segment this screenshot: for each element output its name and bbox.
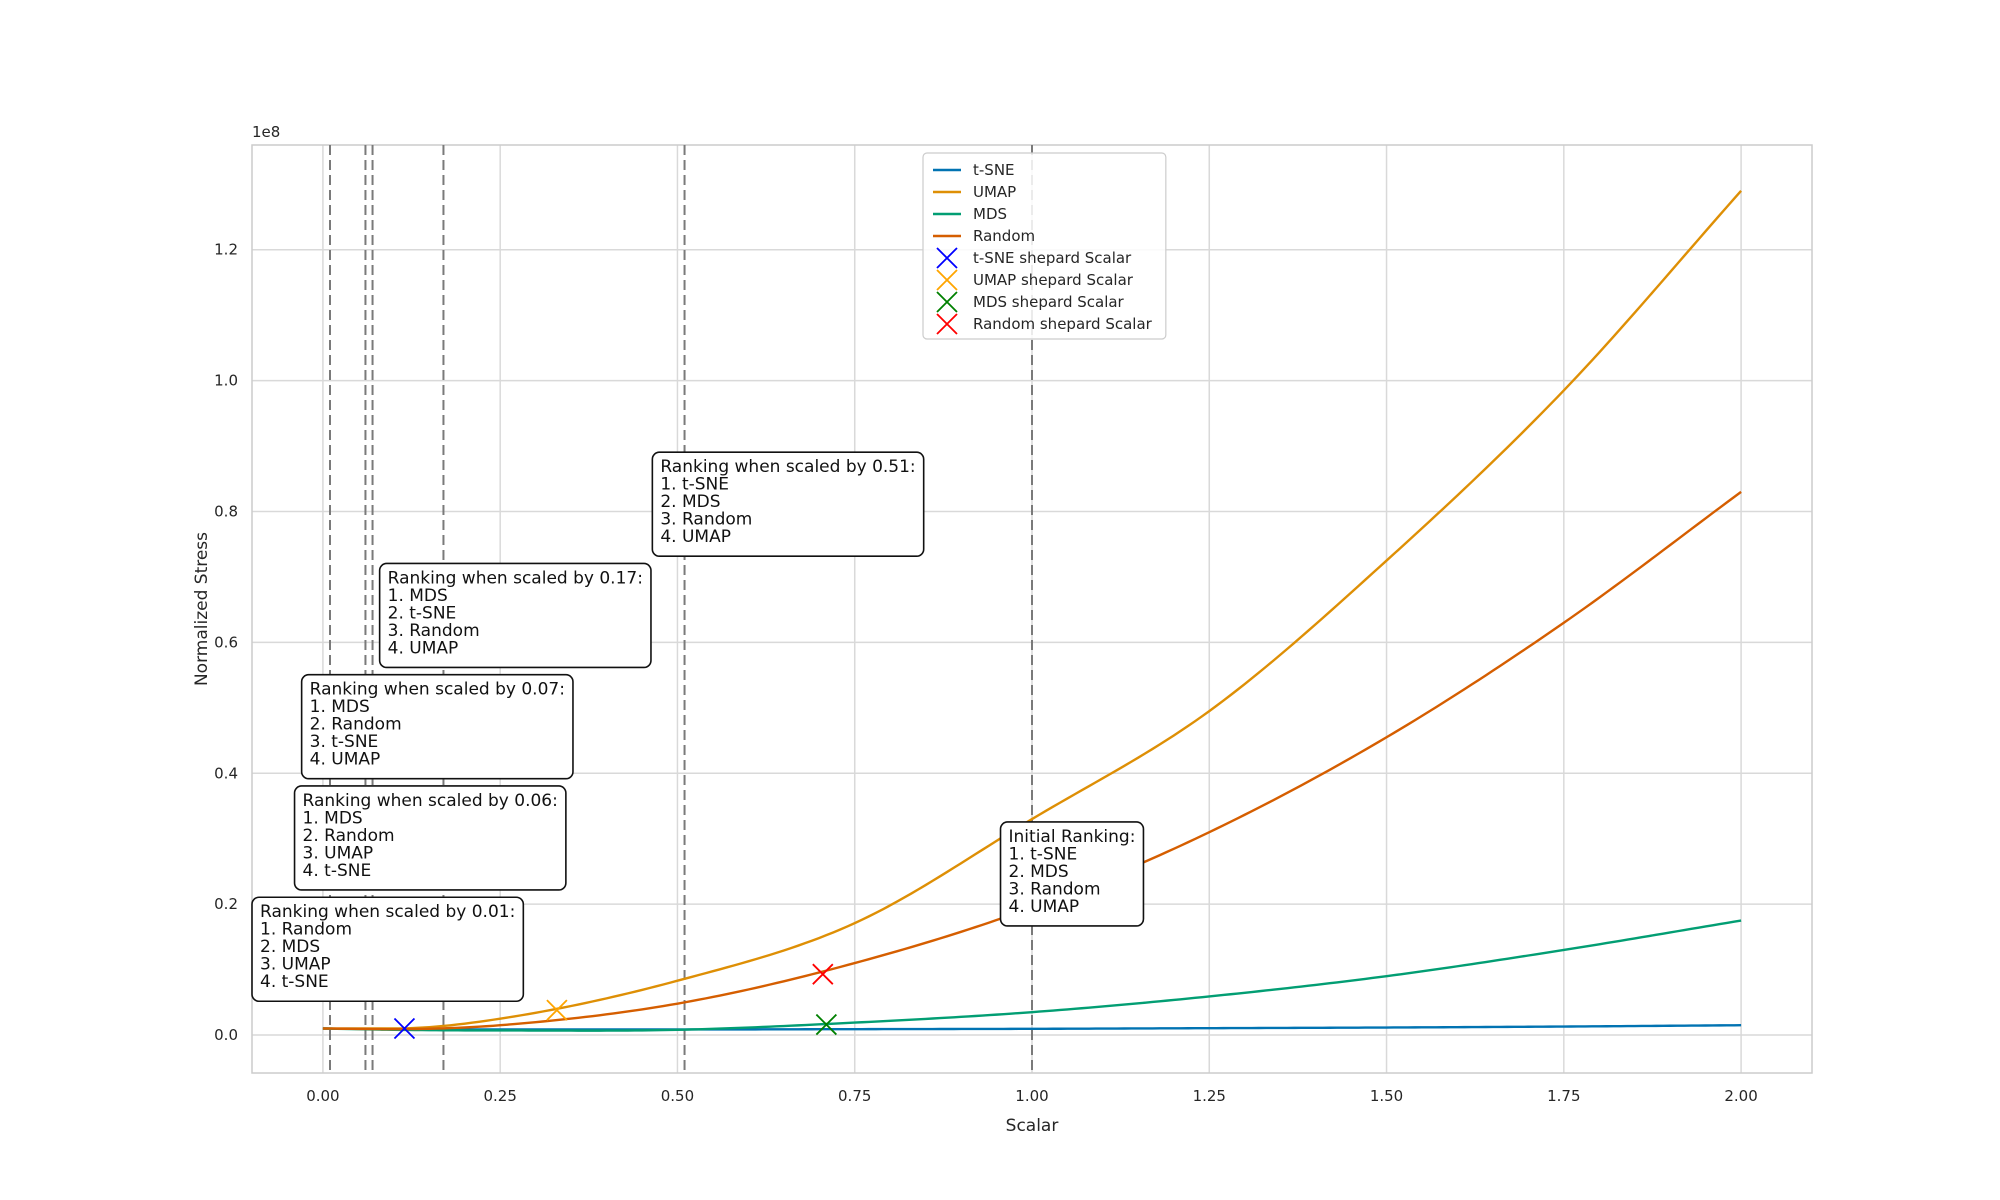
y-tick-label: 0.0: [214, 1026, 238, 1044]
legend-label: MDS shepard Scalar: [973, 293, 1125, 311]
legend-label: UMAP: [973, 183, 1016, 201]
annotation-line: 4. t-SNE: [260, 972, 329, 992]
x-tick-label: 2.00: [1724, 1087, 1757, 1105]
annotation-frame: [378, 562, 652, 669]
annotation-line: Ranking when scaled by 0.07:: [310, 680, 565, 700]
annotation-frame: [293, 785, 567, 891]
annotation-line: 2. Random: [310, 715, 402, 735]
x-tick-label: 0.25: [483, 1087, 516, 1105]
annotation-frame: [251, 896, 525, 1003]
x-axis-label: Scalar: [1006, 1116, 1059, 1136]
legend-marker-swatch: [936, 291, 958, 313]
annotation-line: 3. t-SNE: [310, 732, 379, 752]
annotation-line: 4. UMAP: [388, 638, 459, 658]
annotation-line: 3. Random: [1009, 879, 1101, 899]
x-tick-label: 1.00: [1015, 1087, 1048, 1105]
y-tick-label: 1.2: [214, 241, 238, 259]
legend-label: Random: [973, 227, 1035, 245]
y-tick-label: 0.8: [214, 502, 238, 520]
legend-label: MDS: [973, 205, 1007, 223]
annotation-line: 1. MDS: [303, 808, 363, 828]
annotation-line: 4. UMAP: [660, 527, 731, 547]
legend-label: Random shepard Scalar: [973, 315, 1153, 333]
annotation-line: 1. Random: [260, 920, 352, 940]
legend-marker-swatch: [936, 247, 958, 269]
legend-marker-swatch: [936, 313, 958, 335]
y-offset-text: 1e8: [252, 123, 280, 141]
y-axis-label: Normalized Stress: [192, 532, 212, 686]
annotation-line: 1. MDS: [388, 586, 448, 606]
y-tick-label: 0.6: [214, 633, 238, 651]
annotation-line: 3. UMAP: [303, 843, 374, 863]
legend-label: t-SNE shepard Scalar: [973, 249, 1132, 267]
ticks: 0.00 0.25 0.50 0.75 1.00 1.25 1.50 1.75 2.00 0.0 0…: [214, 241, 1758, 1105]
annotations: Ranking when scaled by 0.01:1. Random2. …: [251, 451, 1145, 1003]
x-tick-label: 1.25: [1193, 1087, 1226, 1105]
x-tick-label: 0.75: [838, 1087, 871, 1105]
x-tick-label: 0.00: [306, 1087, 339, 1105]
annotation-line: 3. Random: [388, 621, 480, 641]
annotation-line: 2. Random: [303, 826, 395, 846]
x-tick-label: 1.50: [1370, 1087, 1403, 1105]
y-tick-label: 1.0: [214, 372, 238, 390]
annotation-box: Ranking when scaled by 0.01:1. Random2. …: [251, 896, 525, 1003]
annotation-line: Ranking when scaled by 0.06:: [303, 791, 558, 811]
annotation-frame: [300, 673, 574, 780]
legend-label: t-SNE: [973, 161, 1015, 179]
annotation-line: 2. MDS: [1009, 862, 1069, 882]
y-tick-label: 0.2: [214, 895, 238, 913]
annotation-line: 4. UMAP: [1009, 897, 1080, 917]
x-tick-label: 0.50: [661, 1087, 694, 1105]
marker-x: [812, 963, 834, 985]
legend-frame: [922, 152, 1167, 340]
annotation-line: 2. MDS: [660, 492, 720, 512]
annotation-line: 2. t-SNE: [388, 603, 457, 623]
marker-x: [393, 1017, 416, 1040]
annotation-frame: [651, 451, 925, 558]
annotation-line: 4. t-SNE: [303, 861, 372, 881]
annotation-line: 2. MDS: [260, 937, 320, 957]
markers: [393, 963, 838, 1040]
x-tick-label: 1.75: [1547, 1087, 1580, 1105]
annotation-line: 1. t-SNE: [1009, 844, 1078, 864]
series-line: [322, 919, 1742, 1032]
annotation-line: 1. MDS: [310, 697, 370, 717]
annotation-line: 4. UMAP: [310, 750, 381, 770]
marker-x: [546, 999, 568, 1021]
annotation-line: 3. UMAP: [260, 955, 331, 975]
annotation-line: Ranking when scaled by 0.17:: [388, 568, 643, 588]
y-tick-label: 0.4: [214, 764, 238, 782]
annotation-line: Ranking when scaled by 0.51:: [660, 457, 915, 477]
annotation-line: 3. Random: [660, 510, 752, 530]
legend-label: UMAP shepard Scalar: [973, 271, 1134, 289]
annotation-line: 1. t-SNE: [660, 475, 729, 495]
annotation-line: Ranking when scaled by 0.01:: [260, 902, 515, 922]
annotation-frame: [999, 821, 1145, 927]
legend-marker-swatch: [936, 269, 958, 291]
legend: t-SNE UMAP MDS Random t-SNE shepard Scalar UM…: [922, 152, 1167, 340]
annotation-line: Initial Ranking:: [1009, 827, 1136, 847]
marker-x: [815, 1013, 838, 1036]
